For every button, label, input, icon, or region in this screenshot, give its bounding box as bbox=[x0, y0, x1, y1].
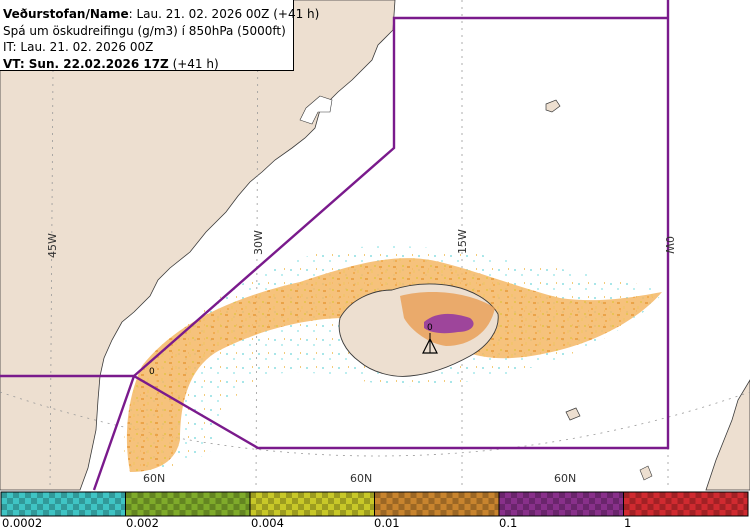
legend-label-1: 0.0002 bbox=[2, 516, 43, 530]
volcano-marker[interactable] bbox=[422, 333, 438, 354]
longitude-label-0w: 0W bbox=[663, 236, 676, 254]
norway-islet bbox=[639, 465, 653, 481]
norway-land bbox=[705, 379, 750, 491]
latitude-label-2: 60N bbox=[350, 472, 372, 485]
longitude-label-45w: 45W bbox=[46, 233, 59, 258]
legend-label-2: 0.002 bbox=[126, 516, 159, 530]
agency-value: : Lau. 21. 02. 2026 00Z (+41 h) bbox=[128, 7, 320, 21]
legend-label-4: 0.01 bbox=[374, 516, 400, 530]
greenland-land bbox=[0, 0, 396, 491]
legend-label-5: 0.1 bbox=[499, 516, 518, 530]
legend-label-3: 0.004 bbox=[251, 516, 284, 530]
latitude-label-1: 60N bbox=[143, 472, 165, 485]
valid-time-offset: (+41 h) bbox=[168, 56, 219, 71]
forecast-info-box: Veðurstofan/Name: Lau. 21. 02. 2026 00Z … bbox=[0, 0, 319, 73]
initial-time: IT: Lau. 21. 02. 2026 00Z bbox=[3, 40, 154, 54]
latitude-label-3: 60N bbox=[554, 472, 576, 485]
point-label: 0 bbox=[149, 367, 155, 377]
agency-line: Veðurstofan/Name: Lau. 21. 02. 2026 00Z … bbox=[3, 6, 319, 23]
valid-time: VT: Sun. 22.02.2026 17Z bbox=[3, 56, 169, 71]
longitude-label-30w: 30W bbox=[252, 230, 265, 255]
fir-boundary bbox=[0, 0, 670, 491]
ash-plume-core bbox=[424, 313, 474, 334]
legend-color-bar bbox=[0, 491, 749, 517]
small-island-south bbox=[565, 407, 581, 421]
greenland-fjord bbox=[299, 95, 333, 125]
forecast-description: Spá um öskudreifingu (g/m3) í 850hPa (50… bbox=[3, 23, 286, 38]
ash-plume-main-texture bbox=[126, 258, 662, 472]
legend-label-6: 1 bbox=[624, 516, 632, 530]
valid-time-line: VT: Sun. 22.02.2026 17Z (+41 h) bbox=[3, 56, 293, 73]
longitude-label-15w: 15W bbox=[456, 229, 469, 254]
small-island-north bbox=[545, 99, 561, 113]
eruption-point-label: 0 bbox=[427, 323, 433, 333]
agency-label: Veðurstofan/Name bbox=[3, 7, 129, 21]
